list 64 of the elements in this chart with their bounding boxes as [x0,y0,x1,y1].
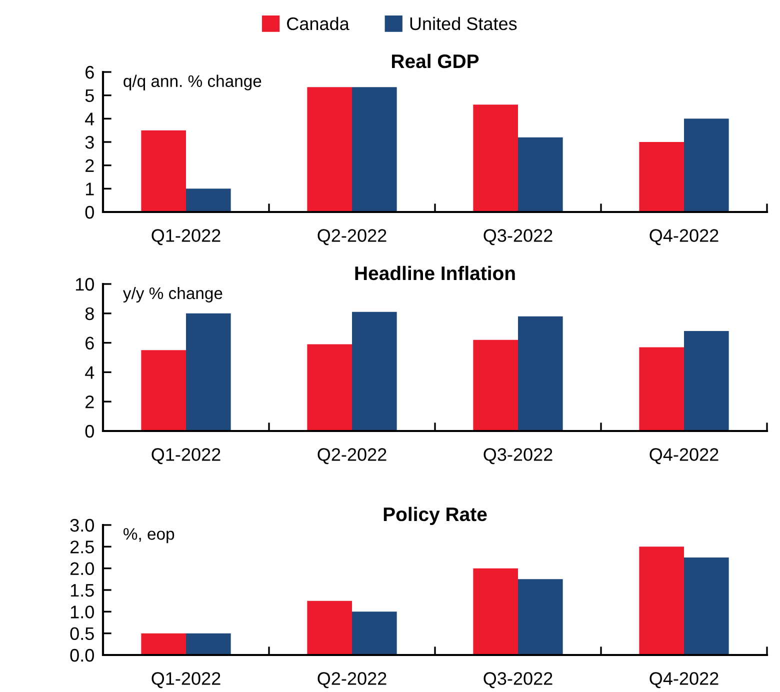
y-tick-label: 1.0 [70,606,94,618]
bar [518,579,563,655]
y-tick-label: 10 [76,278,94,291]
chart-title: Real GDP [392,54,479,68]
bar [684,558,729,655]
bar [352,612,397,655]
y-tick-label: 2 [86,396,94,408]
x-tick-label: Q4-2022 [650,672,718,688]
bar [352,312,397,431]
y-tick-label: 3.0 [70,518,94,532]
y-tick-label: 6 [86,66,94,79]
bar [307,344,352,431]
bar [141,130,186,212]
y-tick-label: 0.0 [70,648,94,662]
x-tick-label: Q4-2022 [650,229,718,246]
x-tick-label: Q1-2022 [152,229,220,246]
bar [141,633,186,655]
y-tick-label: 0.5 [70,627,94,640]
bar [473,340,518,431]
legend-label: United States [410,16,517,30]
x-tick-label: Q4-2022 [650,448,718,464]
bar [186,633,231,655]
bar [639,546,684,655]
bar [684,331,729,431]
y-tick-label: 0 [85,206,94,219]
bar [307,87,352,212]
y-tick-label: 1 [86,182,94,196]
y-tick-label: 2.0 [70,562,94,576]
y-tick-label: 6 [86,336,94,350]
bar [473,568,518,655]
bar [518,316,563,431]
y-tick-label: 0 [85,424,94,438]
y-tick-label: 4 [85,366,94,379]
annotation: %, eop [124,528,174,544]
y-tick-label: 3 [85,136,94,149]
annotation: q/q ann. % change [124,74,262,90]
x-tick-label: Q2-2022 [318,672,386,688]
chart-title: Headline Inflation [355,266,515,280]
y-tick-label: 2.5 [70,540,94,554]
x-tick-label: Q3-2022 [484,229,552,246]
y-tick-label: 1.5 [70,584,94,597]
x-tick-label: Q1-2022 [152,448,220,464]
annotation: y/y % change [122,286,222,302]
bar [473,104,518,212]
y-tick-label: 5 [85,89,94,102]
x-tick-label: Q3-2022 [484,672,552,688]
bar [639,142,684,212]
x-tick-label: Q3-2022 [484,448,552,464]
bar [186,313,231,431]
bar [307,600,352,655]
y-tick-label: 8 [85,307,94,320]
chart-title: Policy Rate [384,506,487,525]
y-tick-label: 2 [86,159,94,172]
x-tick-label: Q2-2022 [318,229,386,246]
bar [352,87,397,212]
bar [141,350,186,431]
legend-label: Canada [287,16,350,30]
bar [186,188,231,212]
bar [639,347,684,431]
bar [684,118,729,212]
x-tick-label: Q2-2022 [318,448,386,464]
bar [518,137,563,212]
y-tick-label: 4 [85,112,94,126]
x-tick-label: Q1-2022 [152,672,220,688]
